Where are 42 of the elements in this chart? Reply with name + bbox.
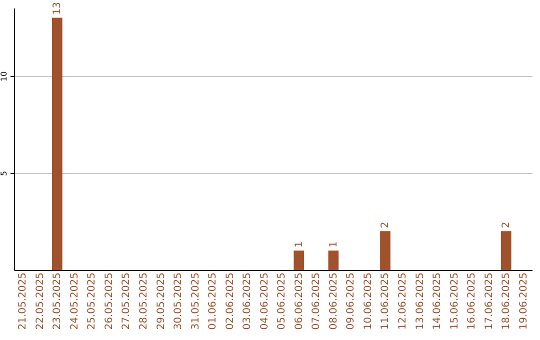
y-tick-label: 5 <box>0 170 8 176</box>
x-tick-label: 26.05.2025 <box>104 272 115 330</box>
bar <box>500 231 512 270</box>
x-tick-label: 17.06.2025 <box>484 272 495 330</box>
x-tick-label: 07.06.2025 <box>311 272 322 330</box>
bar <box>380 231 390 270</box>
x-tick-label: 28.05.2025 <box>138 272 150 330</box>
data-label: 1 <box>294 241 305 248</box>
data-label: 13 <box>52 2 64 15</box>
x-tick-label: 18.06.2025 <box>501 272 512 330</box>
x-tick-label: 06.06.2025 <box>294 272 305 330</box>
x-tick-label: 30.05.2025 <box>173 272 184 330</box>
data-label: 2 <box>380 222 392 228</box>
x-tick-label: 01.06.2025 <box>208 272 219 330</box>
x-tick-label: 14.06.2025 <box>432 272 444 330</box>
data-label: 1 <box>328 241 340 248</box>
x-tick-label: 15.06.2025 <box>449 272 460 330</box>
data-label: 2 <box>501 222 512 228</box>
x-tick-label: 02.06.2025 <box>224 272 236 330</box>
x-tick-label: 03.06.2025 <box>242 272 254 330</box>
x-tick-label: 19.06.2025 <box>518 272 530 330</box>
x-tick-label: 08.06.2025 <box>328 272 340 330</box>
x-tick-label: 27.05.2025 <box>121 272 132 330</box>
x-tick-label: 31.05.2025 <box>190 272 202 330</box>
y-tick-label: 10 <box>0 71 8 82</box>
x-tick-label: 13.06.2025 <box>414 272 426 330</box>
x-tick-label: 10.06.2025 <box>362 272 374 330</box>
x-tick-label: 12.06.2025 <box>398 272 408 330</box>
x-tick-label: 09.06.2025 <box>346 272 357 330</box>
x-tick-label: 21.05.2025 <box>18 272 29 330</box>
bar <box>52 18 62 270</box>
x-tick-label: 05.06.2025 <box>276 272 288 330</box>
bar <box>294 250 304 270</box>
x-tick-label: 16.06.2025 <box>466 272 478 330</box>
bar <box>328 250 339 270</box>
x-tick-label: 23.05.2025 <box>52 272 64 330</box>
x-tick-label: 22.05.2025 <box>34 272 46 330</box>
x-tick-label: 04.06.2025 <box>259 272 270 330</box>
x-tick-label: 25.05.2025 <box>86 272 98 330</box>
x-tick-label: 24.05.2025 <box>69 272 80 330</box>
x-tick-label: 11.06.2025 <box>380 272 392 330</box>
x-tick-label: 29.05.2025 <box>156 272 167 330</box>
